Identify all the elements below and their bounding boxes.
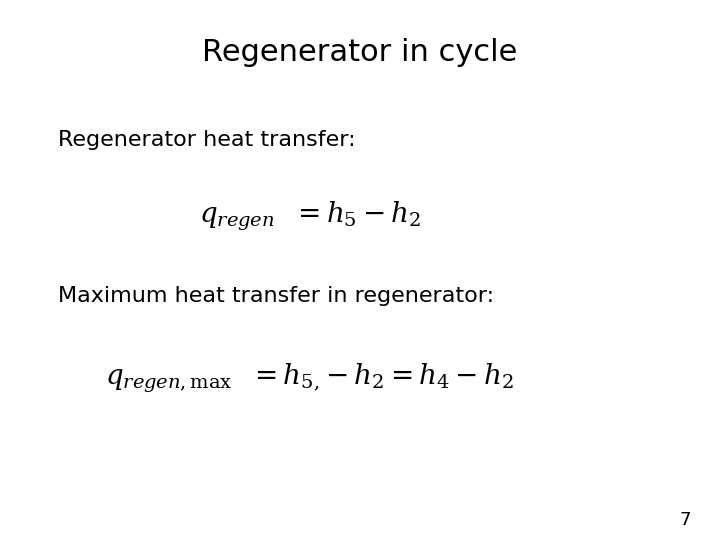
Text: Regenerator in cycle: Regenerator in cycle	[202, 38, 518, 67]
Text: 7: 7	[680, 511, 691, 529]
Text: Maximum heat transfer in regenerator:: Maximum heat transfer in regenerator:	[58, 286, 494, 306]
Text: Regenerator heat transfer:: Regenerator heat transfer:	[58, 130, 355, 150]
Text: $q_{\mathit{regen}}\ \ =h_5-h_2$: $q_{\mathit{regen}}\ \ =h_5-h_2$	[199, 200, 420, 233]
Text: $q_{\mathit{regen},\mathrm{max}}\ \ =h_{5{,}}-h_2=h_4-h_2$: $q_{\mathit{regen},\mathrm{max}}\ \ =h_{…	[105, 362, 514, 395]
